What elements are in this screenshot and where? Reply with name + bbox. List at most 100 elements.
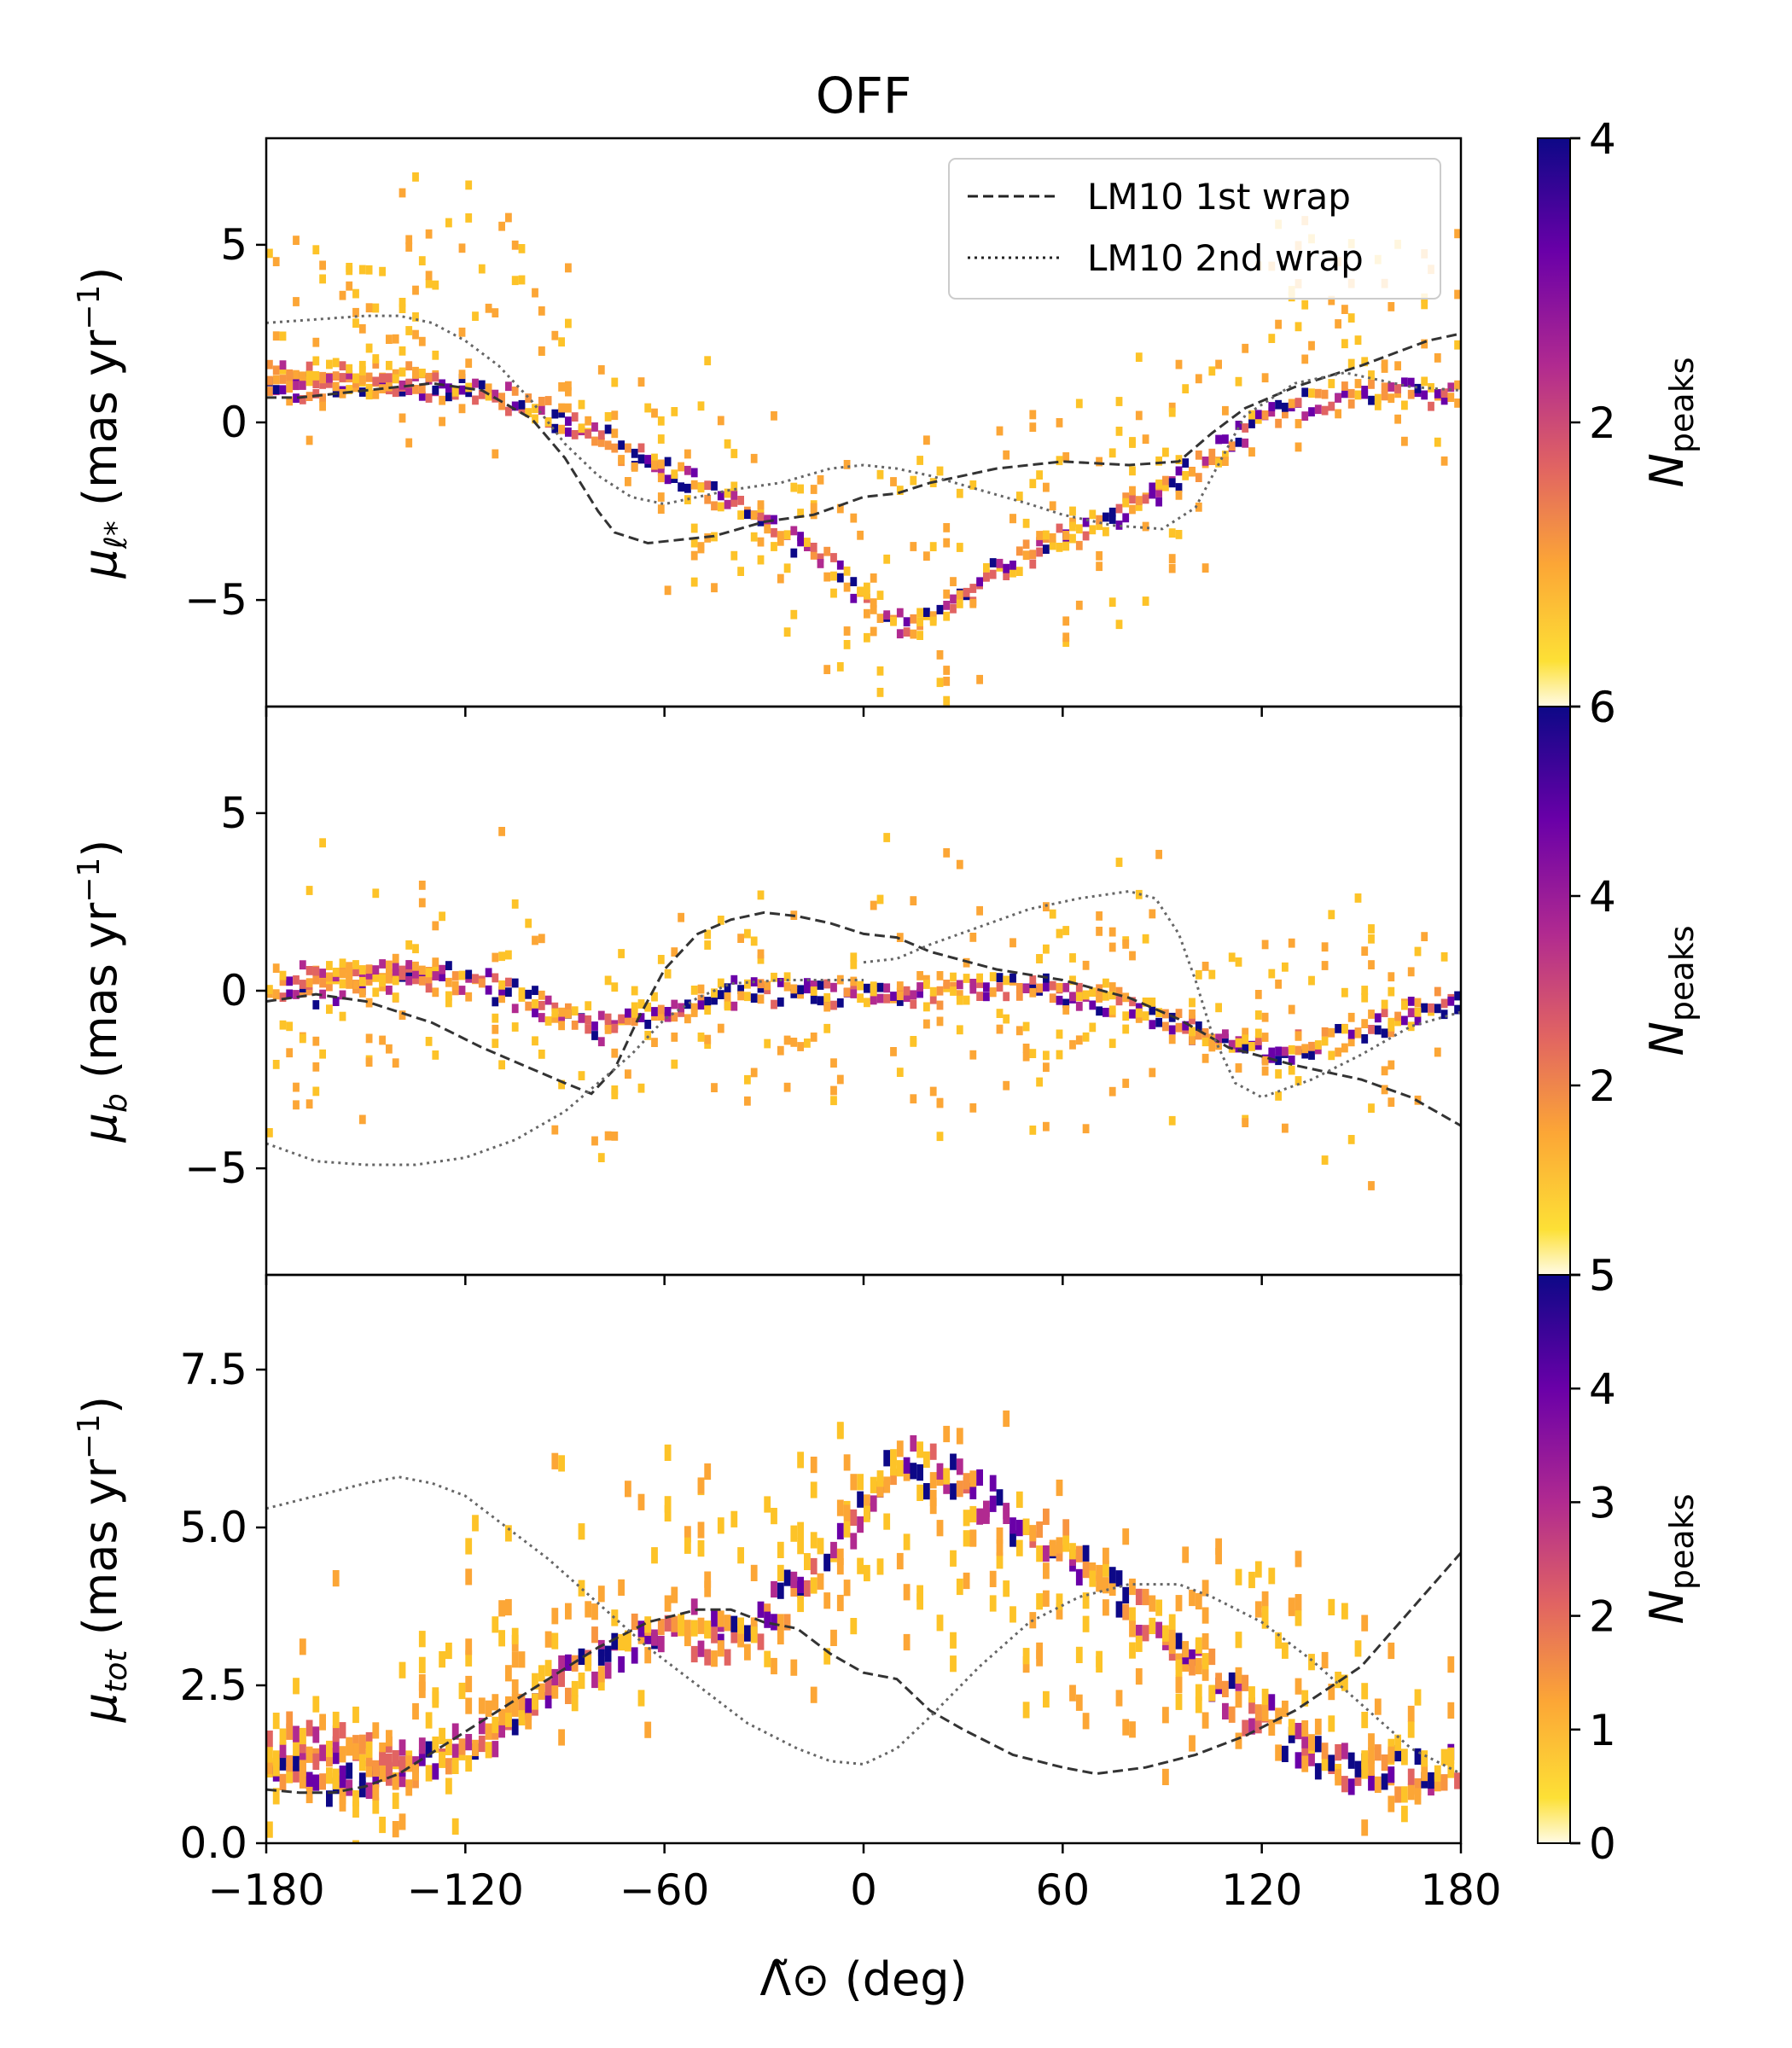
heatmap-cell [1254, 1561, 1262, 1578]
heatmap-cell [451, 980, 459, 991]
heatmap-cell [764, 980, 771, 991]
heatmap-cell [857, 1557, 864, 1574]
heatmap-cell [983, 992, 990, 1002]
heatmap-cell [332, 1725, 340, 1743]
heatmap-cell [956, 543, 963, 552]
heatmap-cell [797, 1042, 804, 1051]
heatmap-cell [737, 567, 744, 576]
heatmap-cell [597, 438, 605, 447]
heatmap-cell [651, 460, 658, 470]
heatmap-cell [1301, 1720, 1309, 1737]
heatmap-cell [1301, 1690, 1309, 1707]
heatmap-cell [625, 477, 631, 486]
heatmap-cell [293, 1678, 300, 1695]
heatmap-cell [518, 1651, 526, 1668]
heatmap-cell [1036, 983, 1043, 993]
heatmap-cell [1182, 1021, 1190, 1031]
heatmap-cell [1440, 998, 1448, 1009]
heatmap-cell [704, 1649, 712, 1666]
heatmap-cell [1261, 1591, 1269, 1608]
heatmap-cell [485, 985, 492, 995]
heatmap-cell [1361, 1712, 1369, 1729]
heatmap-cell [1295, 398, 1302, 407]
heatmap-cell [797, 1521, 804, 1539]
heatmap-cell [757, 511, 765, 521]
heatmap-cell [843, 640, 851, 649]
heatmap-cell [1129, 439, 1136, 448]
heatmap-cell [697, 1640, 705, 1657]
heatmap-cell [293, 369, 300, 380]
heatmap-cell [1108, 982, 1116, 992]
heatmap-cell [956, 859, 963, 870]
heatmap-cell [783, 1569, 791, 1586]
heatmap-cell [597, 365, 605, 375]
heatmap-cell [1368, 395, 1375, 405]
heatmap-cell [412, 329, 419, 340]
heatmap-cell [996, 1009, 1004, 1018]
heatmap-cell [1407, 1008, 1415, 1018]
colorbar-gradient [1537, 706, 1571, 1276]
heatmap-cell [405, 1779, 413, 1796]
heatmap-cell [1122, 497, 1130, 508]
heatmap-cell [771, 527, 777, 538]
heatmap-cell [1268, 407, 1276, 417]
heatmap-cell [1388, 393, 1395, 404]
heatmap-cell [1328, 295, 1335, 305]
heatmap-cell [1103, 1577, 1109, 1594]
heatmap-cell [1288, 1065, 1295, 1075]
y-axis-label: μtot (mas yr−1) [72, 1396, 134, 1723]
heatmap-cell [843, 987, 851, 998]
heatmap-cell [1122, 513, 1130, 523]
heatmap-cell [1414, 998, 1422, 1008]
heatmap-cell [604, 1013, 612, 1023]
heatmap-cell [870, 986, 877, 997]
x-tick-label: −60 [620, 1865, 710, 1915]
heatmap-cell [943, 611, 951, 621]
heatmap-cell [405, 1755, 413, 1772]
heatmap-cell [1022, 1656, 1030, 1673]
heatmap-cell [771, 1580, 777, 1598]
heatmap-cell [757, 994, 765, 1004]
heatmap-cell [418, 256, 426, 265]
heatmap-cell [956, 1458, 963, 1475]
heatmap-cell [1295, 1076, 1302, 1085]
heatmap-cell [352, 1735, 359, 1752]
heatmap-cell [1341, 1043, 1348, 1053]
heatmap-cell [744, 979, 751, 989]
heatmap-cell [293, 1100, 300, 1110]
heatmap-cell [1096, 927, 1103, 936]
heatmap-cell [339, 290, 346, 300]
heatmap-cell [750, 1564, 758, 1581]
heatmap-cell [637, 1690, 645, 1707]
heatmap-cell [1428, 1772, 1434, 1789]
heatmap-cell [996, 973, 1004, 982]
heatmap-cell [293, 236, 300, 245]
heatmap-cell [425, 1765, 433, 1782]
heatmap-cell [511, 1022, 519, 1032]
heatmap-cell [558, 408, 565, 418]
heatmap-cell [1447, 393, 1455, 402]
heatmap-cell [1142, 998, 1149, 1007]
heatmap-cell [969, 1505, 977, 1523]
heatmap-cell [597, 1010, 605, 1021]
heatmap-cell [1201, 1607, 1209, 1624]
colorbar-label: Npeaks [1640, 926, 1701, 1056]
heatmap-cell [657, 955, 665, 964]
heatmap-cell [1222, 434, 1229, 444]
heatmap-cell [1135, 496, 1143, 505]
heatmap-cell [465, 1538, 473, 1555]
heatmap-cell [458, 1738, 466, 1755]
heatmap-cell [963, 1473, 970, 1490]
heatmap-cell [405, 970, 413, 980]
heatmap-cell [1447, 996, 1455, 1006]
heatmap-cell [558, 1021, 565, 1031]
heatmap-cell [876, 993, 884, 1004]
heatmap-cell [1374, 1776, 1382, 1793]
heatmap-cell [797, 537, 804, 547]
heatmap-cell [1155, 1599, 1162, 1616]
heatmap-cell [790, 609, 798, 620]
heatmap-cell [1308, 1654, 1315, 1671]
heatmap-cell [538, 306, 545, 316]
heatmap-cell [458, 1682, 466, 1700]
heatmap-cell [571, 1680, 579, 1698]
